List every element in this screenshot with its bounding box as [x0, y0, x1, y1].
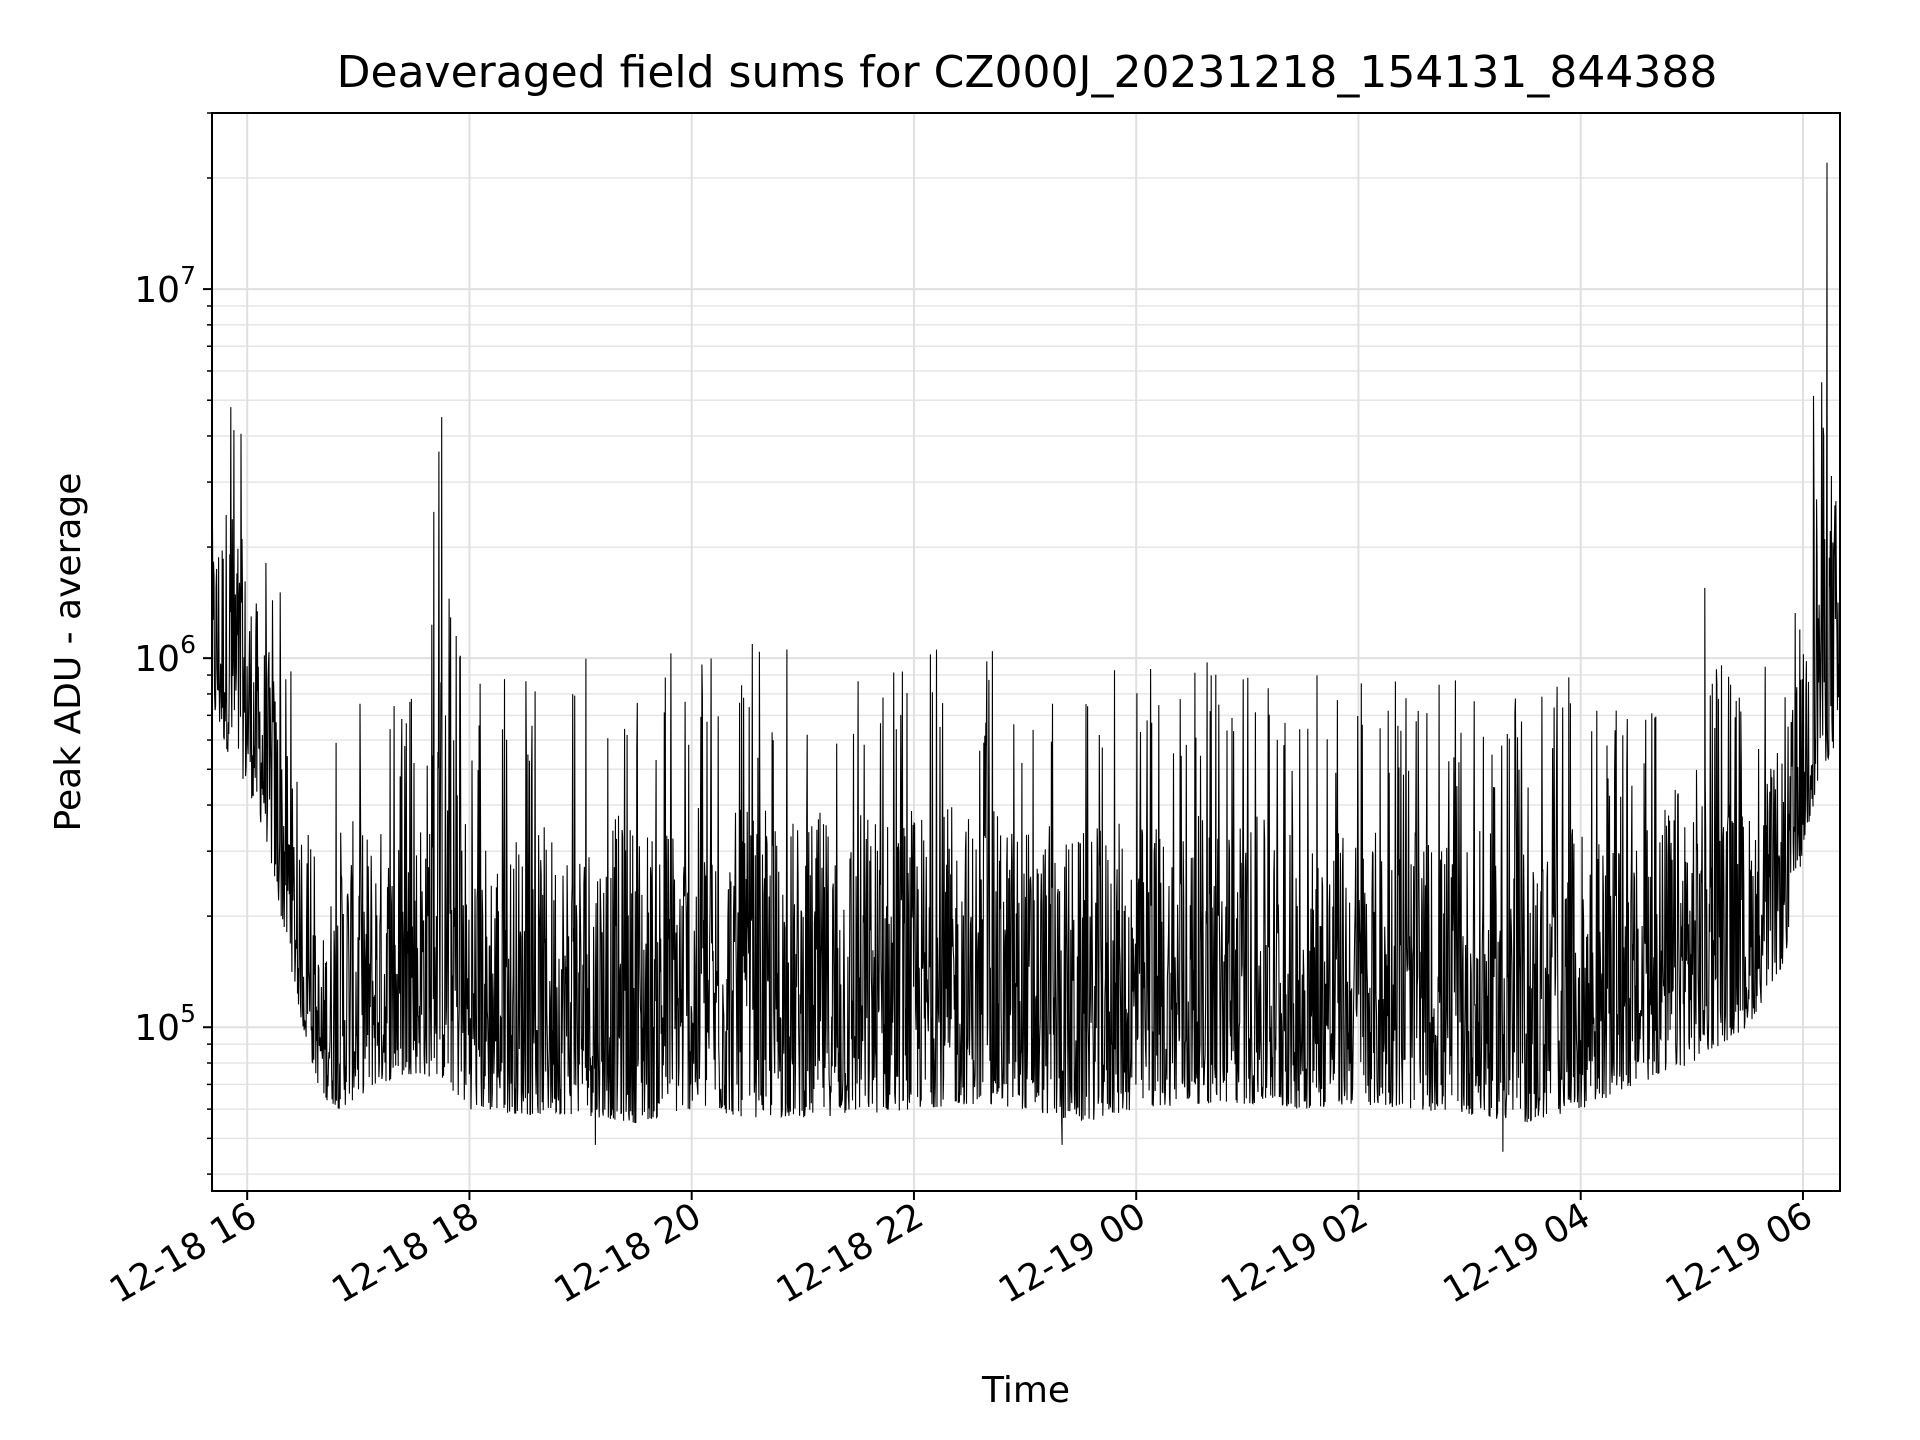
y-tick-label: 107 [134, 261, 196, 311]
y-tick-label: 106 [134, 630, 196, 680]
y-tick-label: 105 [134, 999, 196, 1049]
y-axis-label: Peak ADU - average [48, 473, 89, 832]
series-line [211, 162, 1841, 1152]
series-trace [211, 162, 1841, 1152]
x-axis-label: Time [981, 1370, 1070, 1411]
y-axis: 105 106 107 [134, 112, 212, 1175]
plot-frame [211, 112, 1841, 1192]
chart-title: Deaveraged field sums for CZ000J_2023121… [337, 47, 1718, 98]
